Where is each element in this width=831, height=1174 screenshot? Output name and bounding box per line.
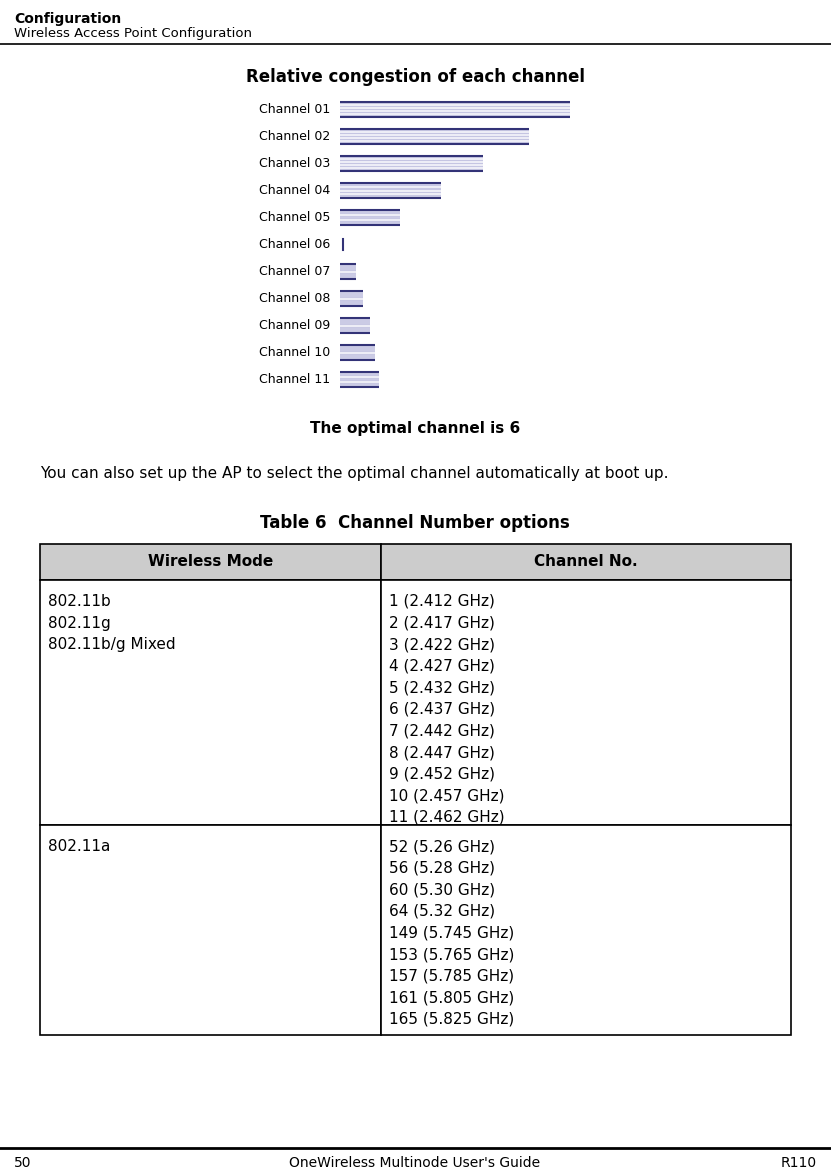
- Text: R110
6/08: R110 6/08: [781, 1156, 817, 1174]
- Text: Channel 08: Channel 08: [258, 292, 330, 305]
- Bar: [381, 544, 791, 580]
- Text: Wireless Mode: Wireless Mode: [148, 554, 273, 569]
- Text: OneWireless Multinode User's Guide: OneWireless Multinode User's Guide: [289, 1156, 540, 1170]
- Text: Channel 04: Channel 04: [258, 184, 330, 197]
- Bar: [340, 129, 529, 144]
- Bar: [40, 825, 381, 1035]
- Bar: [340, 264, 356, 279]
- Text: Relative congestion of each channel: Relative congestion of each channel: [245, 68, 584, 86]
- Text: Channel 01: Channel 01: [258, 103, 330, 116]
- Text: 50: 50: [14, 1156, 32, 1170]
- Bar: [381, 825, 791, 1035]
- Text: Channel 09: Channel 09: [258, 319, 330, 332]
- Text: You can also set up the AP to select the optimal channel automatically at boot u: You can also set up the AP to select the…: [40, 466, 668, 481]
- Bar: [340, 102, 570, 117]
- Text: Channel No.: Channel No.: [534, 554, 638, 569]
- Text: Channel 02: Channel 02: [258, 130, 330, 143]
- Text: 52 (5.26 GHz)
56 (5.28 GHz)
60 (5.30 GHz)
64 (5.32 GHz)
149 (5.745 GHz)
153 (5.7: 52 (5.26 GHz) 56 (5.28 GHz) 60 (5.30 GHz…: [389, 839, 514, 1027]
- Bar: [40, 580, 381, 825]
- Bar: [340, 372, 379, 387]
- Text: Channel 07: Channel 07: [258, 265, 330, 278]
- Bar: [340, 318, 370, 333]
- Bar: [340, 291, 363, 306]
- Text: 1 (2.412 GHz)
2 (2.417 GHz)
3 (2.422 GHz)
4 (2.427 GHz)
5 (2.432 GHz)
6 (2.437 G: 1 (2.412 GHz) 2 (2.417 GHz) 3 (2.422 GHz…: [389, 594, 504, 825]
- Bar: [340, 183, 441, 198]
- Text: 802.11b
802.11g
802.11b/g Mixed: 802.11b 802.11g 802.11b/g Mixed: [48, 594, 175, 653]
- Bar: [40, 544, 381, 580]
- Text: Channel 11: Channel 11: [259, 373, 330, 386]
- Text: 802.11a: 802.11a: [48, 839, 111, 853]
- Bar: [340, 345, 375, 360]
- Text: Channel 10: Channel 10: [258, 346, 330, 359]
- Bar: [381, 580, 791, 825]
- Bar: [340, 156, 483, 171]
- Text: Wireless Access Point Configuration: Wireless Access Point Configuration: [14, 27, 252, 40]
- Text: Channel 03: Channel 03: [258, 157, 330, 170]
- Text: Channel 05: Channel 05: [258, 211, 330, 224]
- Text: Table 6  Channel Number options: Table 6 Channel Number options: [260, 514, 570, 532]
- Text: Configuration: Configuration: [14, 12, 121, 26]
- Text: The optimal channel is 6: The optimal channel is 6: [310, 421, 520, 436]
- Bar: [340, 210, 400, 225]
- Text: Channel 06: Channel 06: [258, 238, 330, 251]
